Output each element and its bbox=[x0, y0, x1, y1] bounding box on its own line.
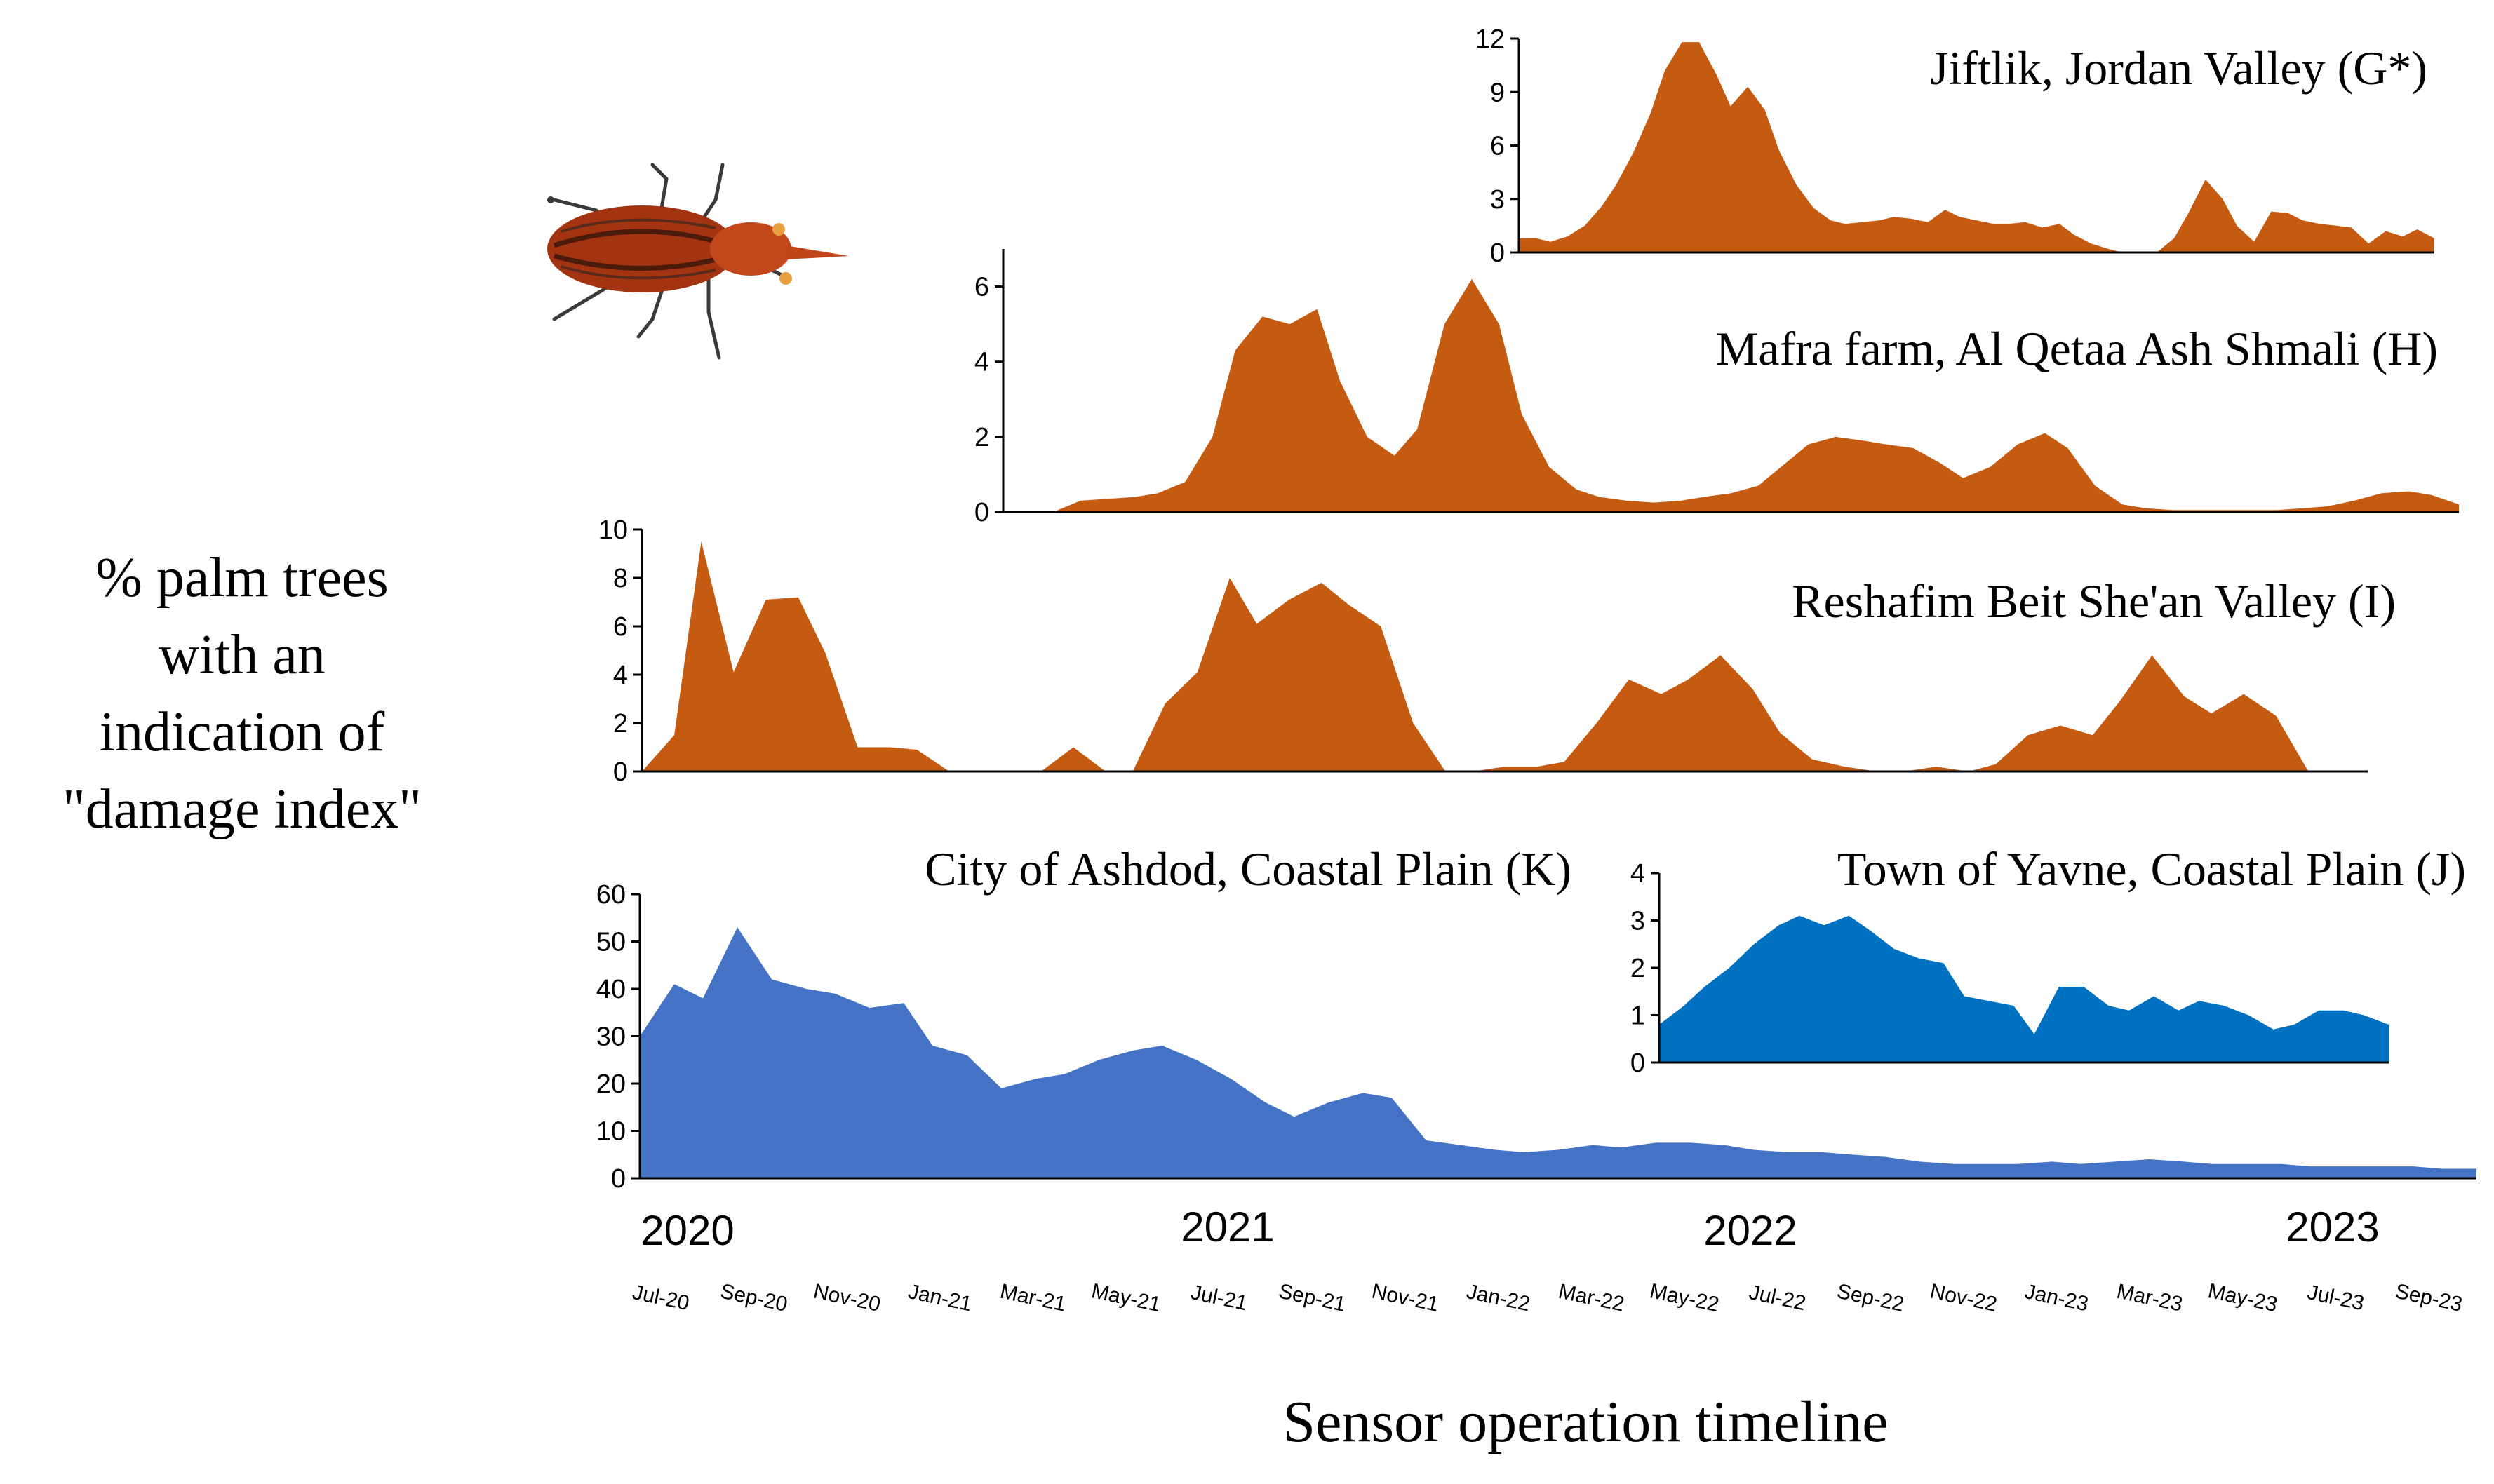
y-tick-label-K-0: 0 bbox=[611, 1164, 626, 1194]
panel-G: 0 3 6 9 12 Jiftlik, Jordan Valley (G*) bbox=[1475, 25, 2434, 268]
y-tick-label-I-3: 6 bbox=[613, 612, 628, 642]
y-tick-label-J-3: 3 bbox=[1630, 907, 1645, 936]
y-tick-label-K-3: 30 bbox=[596, 1023, 626, 1052]
y-tick-label-G-4: 12 bbox=[1475, 25, 1505, 54]
chart-title-G: Jiftlik, Jordan Valley (G*) bbox=[1930, 41, 2427, 95]
y-tick-label-G-0: 0 bbox=[1490, 238, 1505, 268]
y-tick-label-H-0: 0 bbox=[974, 498, 989, 527]
beetle-body bbox=[547, 205, 737, 292]
series-area-H bbox=[1003, 278, 2459, 512]
series-area-K bbox=[640, 927, 2476, 1178]
year-label-2020: 2020 bbox=[641, 1207, 734, 1254]
y-tick-label-K-2: 20 bbox=[596, 1070, 626, 1099]
year-label-2023: 2023 bbox=[2286, 1203, 2379, 1250]
y-tick-label-K-6: 60 bbox=[596, 880, 626, 910]
y-tick-label-K-4: 40 bbox=[596, 975, 626, 1004]
y-axis-label-line-3: indication of bbox=[100, 701, 385, 763]
beetle-illustration bbox=[547, 163, 849, 360]
y-tick-label-K-5: 50 bbox=[596, 928, 626, 957]
chart-title-K: City of Ashdod, Coastal Plain (K) bbox=[925, 842, 1571, 896]
x-axis-label: Sensor operation timeline bbox=[1282, 1389, 1888, 1455]
series-area-I bbox=[642, 541, 2368, 771]
y-tick-label-G-2: 6 bbox=[1490, 132, 1505, 161]
y-tick-label-J-2: 2 bbox=[1630, 954, 1645, 983]
y-axis-label-line-1: % palm trees bbox=[95, 547, 389, 609]
y-tick-label-G-3: 9 bbox=[1490, 78, 1505, 107]
year-label-2021: 2021 bbox=[1181, 1203, 1274, 1250]
chart-title-H: Mafra farm, Al Qetaa Ash Shmali (H) bbox=[1716, 322, 2438, 375]
y-tick-label-H-3: 6 bbox=[974, 273, 989, 302]
y-tick-label-K-1: 10 bbox=[596, 1117, 626, 1147]
y-tick-label-H-1: 2 bbox=[974, 423, 989, 452]
series-area-G bbox=[1519, 42, 2434, 252]
chart-title-I: Reshafim Beit She'an Valley (I) bbox=[1792, 574, 2396, 628]
y-tick-label-H-2: 4 bbox=[974, 348, 989, 377]
year-label-2022: 2022 bbox=[1703, 1207, 1797, 1254]
y-tick-label-G-1: 3 bbox=[1490, 185, 1505, 215]
y-tick-label-J-4: 4 bbox=[1630, 859, 1645, 889]
y-tick-label-I-4: 8 bbox=[613, 564, 628, 593]
y-tick-label-J-1: 1 bbox=[1630, 1001, 1645, 1031]
panel-H: 0 2 4 6 Mafra farm, Al Qetaa Ash Shmali (H) bbox=[974, 249, 2459, 527]
y-tick-label-I-2: 4 bbox=[613, 661, 628, 690]
panel-J: 0 1 2 3 4 Town of Yavne, Coastal Plain (J) bbox=[1630, 842, 2466, 1078]
y-axis-label-line-2: with an bbox=[159, 624, 326, 686]
y-axis-label-line-4: "damage index" bbox=[62, 778, 422, 840]
beetle-thorax bbox=[710, 222, 791, 276]
series-area-J bbox=[1659, 915, 2389, 1063]
beetle-snout bbox=[786, 245, 849, 259]
chart-title-J: Town of Yavne, Coastal Plain (J) bbox=[1837, 842, 2466, 896]
panel-I: 0 2 4 6 8 10 Reshafim Beit She'an Valley (I) bbox=[598, 515, 2396, 787]
y-tick-label-J-0: 0 bbox=[1630, 1048, 1645, 1078]
y-tick-label-I-1: 2 bbox=[613, 709, 628, 738]
y-tick-label-I-0: 0 bbox=[613, 757, 628, 787]
y-tick-label-I-5: 10 bbox=[598, 515, 628, 545]
